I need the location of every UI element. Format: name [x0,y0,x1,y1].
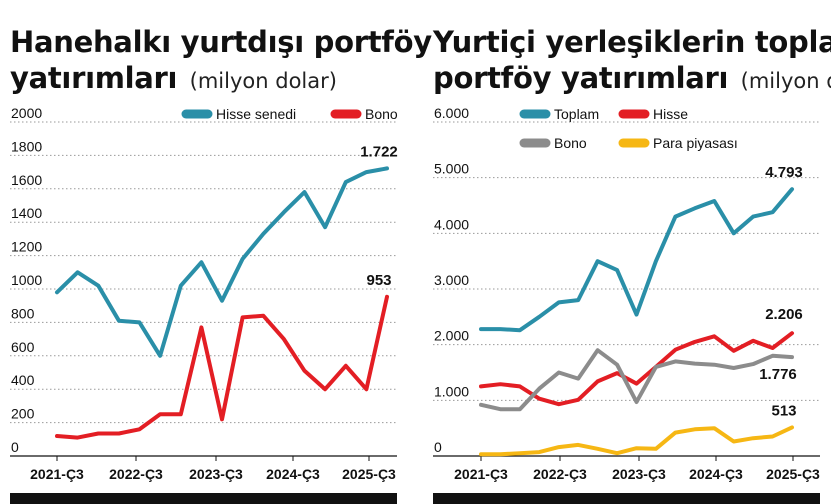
right-y-tick-label: 2.000 [434,328,469,344]
right-bottom-rule [433,493,820,504]
right-y-tick-label: 4.000 [434,216,469,232]
right-y-tick-label: 1.000 [434,383,469,399]
left-y-tick-label: 800 [11,305,35,321]
left-chart-unit: (milyon dolar) [190,69,337,93]
left-end-label-bono: 953 [366,272,391,289]
right-legend-label: Bono [554,135,587,151]
left-end-label-hisse-senedi: 1.722 [360,143,398,160]
left-series-line-hisse-senedi [55,166,389,358]
left-x-tick-label: 2025-Ç3 [342,466,396,482]
right-chart-title-line2-group: portföy yatırımları (milyon dolar) [433,61,831,95]
right-legend-label: Para piyasası [653,135,738,151]
left-chart-title-line1: Hanehalkı yurtdışı portföy [10,25,432,59]
right-x-tick-label: 2025-Ç3 [766,466,820,482]
right-y-tick-label: 0 [434,439,442,455]
right-legend-label: Hisse [653,106,688,122]
right-chart-title-line2: portföy yatırımları [433,61,728,95]
right-x-tick-label: 2021-Ç3 [454,466,508,482]
left-chart-title-line2: yatırımları [10,61,177,95]
left-legend-label: Hisse senedi [216,106,296,122]
left-bottom-rule [10,493,397,504]
right-y-tick-label: 3.000 [434,272,469,288]
left-y-tick-label: 400 [11,372,35,388]
left-x-tick-label: 2024-Ç3 [266,466,320,482]
left-x-tick-label: 2021-Ç3 [30,466,84,482]
right-end-label-para-piyasası: 513 [771,402,796,419]
right-end-label-bono: 1.776 [759,366,797,383]
left-series-line-bono [55,294,389,440]
right-y-tick-label: 5.000 [434,161,469,177]
left-y-tick-label: 600 [11,339,35,355]
plots-layer: 2000180016001400120010008006004002000202… [10,105,820,504]
right-chart-title-line1: Yurtiçi yerleşiklerin toplam [432,25,831,59]
right-series-line-para-piyasası [479,425,794,457]
right-y-tick-label: 6.000 [434,105,469,121]
left-y-tick-label: 1000 [11,272,42,288]
left-y-tick-label: 1200 [11,239,42,255]
left-chart-title-line2-group: yatırımları (milyon dolar) [10,61,337,95]
right-end-label-toplam: 4.793 [765,164,803,181]
right-series-line-toplam [479,187,794,333]
left-y-tick-label: 1800 [11,138,42,154]
left-legend-label: Bono [365,106,398,122]
left-y-tick-label: 2000 [11,105,42,121]
right-series-line-bono [479,348,794,412]
left-x-tick-label: 2023-Ç3 [189,466,243,482]
right-chart-unit: (milyon dolar) [741,69,831,93]
right-x-tick-label: 2022-Ç3 [533,466,587,482]
right-series-line-hisse [479,331,794,407]
right-end-label-hisse: 2.206 [765,306,803,323]
left-y-tick-label: 0 [11,439,19,455]
left-y-tick-label: 1400 [11,205,42,221]
left-y-tick-label: 1600 [11,172,42,188]
left-x-tick-label: 2022-Ç3 [109,466,163,482]
right-x-tick-label: 2023-Ç3 [612,466,666,482]
left-y-tick-label: 200 [11,406,35,422]
right-x-tick-label: 2024-Ç3 [689,466,743,482]
right-legend-label: Toplam [554,106,599,122]
